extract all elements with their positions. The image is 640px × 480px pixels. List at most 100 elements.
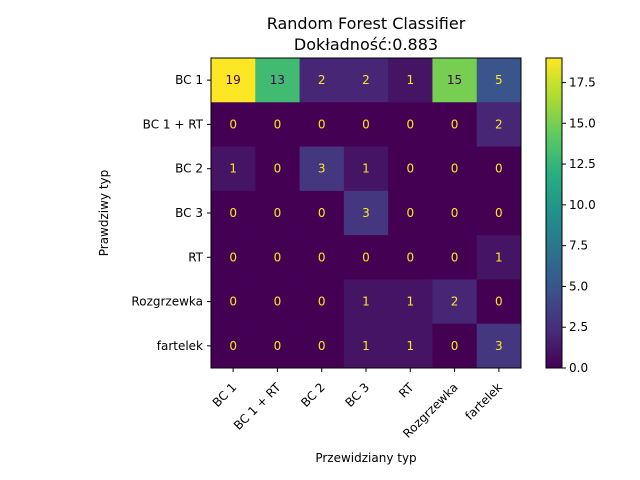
heatmap-cell-label: 0 (229, 295, 237, 309)
heatmap-cell (343, 279, 389, 325)
colorbar-tick-label: 0.0 (569, 361, 588, 375)
heatmap-cell (388, 190, 433, 236)
heatmap-cell-label: 2 (318, 73, 326, 87)
heatmap-cell (211, 146, 256, 192)
heatmap-cell-label: 0 (495, 295, 503, 309)
heatmap-cell-label: 0 (274, 162, 282, 176)
heatmap-cell-label: 0 (318, 117, 326, 131)
heatmap-cell-label: 0 (406, 162, 414, 176)
heatmap-cell (432, 58, 478, 103)
heatmap-cell-label: 0 (274, 206, 282, 220)
heatmap-cell-label: 0 (274, 339, 282, 353)
heatmap-cell (343, 323, 389, 369)
y-tick-label: fartelek (157, 339, 203, 353)
heatmap-cell-label: 1 (362, 295, 370, 309)
x-tick-label: fartelek (462, 380, 505, 423)
x-tick-label: BC 2 (298, 380, 328, 410)
heatmap-cell-label: 0 (229, 339, 237, 353)
heatmap-cell-label: 0 (495, 206, 503, 220)
heatmap-cell (388, 58, 433, 103)
heatmap-cell (211, 279, 256, 325)
heatmap-cell-label: 1 (406, 295, 414, 309)
heatmap-cell (211, 58, 256, 103)
heatmap-cell (255, 146, 301, 192)
heatmap-cell-label: 0 (318, 206, 326, 220)
heatmap-cell (343, 58, 389, 103)
heatmap-cell-label: 0 (229, 117, 237, 131)
heatmap-cell-label: 0 (274, 250, 282, 264)
heatmap-cell (388, 279, 433, 325)
colorbar-tick-label: 5.0 (569, 279, 588, 293)
y-tick-label: BC 1 + RT (143, 117, 204, 131)
heatmap-cell (476, 58, 522, 103)
colorbar-tick-label: 12.5 (569, 157, 596, 171)
heatmap-cell (432, 190, 478, 236)
y-tick-label: RT (188, 250, 203, 264)
heatmap-cell-label: 13 (270, 73, 285, 87)
y-tick-label: BC 3 (175, 206, 203, 220)
heatmap-cell-label: 5 (495, 73, 503, 87)
heatmap-cell (432, 279, 478, 325)
y-axis-ticks: BC 1 BC 1 + RT BC 2 BC 3 RT Rozgrzewka fartele… (131, 73, 211, 353)
heatmap-cell-label: 19 (226, 73, 241, 87)
heatmap-cell (343, 146, 389, 192)
heatmap-cell-label: 0 (229, 206, 237, 220)
heatmap-cell (476, 146, 522, 192)
heatmap-cell (476, 279, 522, 325)
heatmap-cell-label: 1 (362, 162, 370, 176)
heatmap-cell-label: 1 (406, 73, 414, 87)
heatmap-cell-label: 1 (406, 339, 414, 353)
heatmap-cell (432, 323, 478, 369)
x-tick-label: BC 1 (210, 380, 240, 410)
heatmap-cell (343, 235, 389, 280)
heatmap-cell (476, 235, 522, 280)
heatmap-cell (388, 146, 433, 192)
heatmap-cell-label: 0 (451, 339, 459, 353)
heatmap-cell (299, 102, 345, 148)
heatmap-cell (432, 146, 478, 192)
heatmap-cell (255, 190, 301, 236)
heatmap-cell (432, 235, 478, 280)
x-tick-label: BC 1 + RT (231, 380, 284, 433)
heatmap-cell (476, 323, 522, 369)
heatmap-cell-label: 3 (318, 162, 326, 176)
heatmap-cell-label: 15 (447, 73, 462, 87)
heatmap-cell (476, 102, 522, 148)
heatmap-cell-label: 0 (451, 162, 459, 176)
heatmap-cell-label: 0 (362, 250, 370, 264)
heatmap-cell (211, 102, 256, 148)
heatmap-cell (299, 58, 345, 103)
y-axis-label: Prawdziwy typ (97, 170, 111, 257)
y-tick-label: BC 2 (175, 162, 203, 176)
heatmap-cell-label: 0 (318, 250, 326, 264)
heatmap-cell (299, 279, 345, 325)
heatmap-cell-label: 0 (318, 295, 326, 309)
heatmap-cell-label: 1 (362, 339, 370, 353)
heatmap-cell (255, 102, 301, 148)
heatmap-cell (255, 235, 301, 280)
x-tick-label: BC 3 (343, 380, 373, 410)
heatmap-cell (255, 279, 301, 325)
heatmap-cell-labels: 19 13 2 2 1 15 50 0 0 0 0 0 21 0 3 1 0 0 00 0 0 3 0 0 00 0 0 0 0 0 10 0… (226, 73, 503, 353)
heatmap-cell-label: 0 (318, 339, 326, 353)
heatmap-cell-label: 3 (362, 206, 370, 220)
heatmap-cell (299, 323, 345, 369)
chart-subtitle: Dokładność:0.883 (294, 35, 438, 54)
colorbar-tick-label: 15.0 (569, 116, 596, 130)
chart-title: Random Forest Classifier (267, 14, 466, 33)
heatmap-cell-label: 0 (451, 250, 459, 264)
heatmap-cell (211, 190, 256, 236)
x-tick-label: RT (396, 380, 417, 401)
heatmap-cell (255, 323, 301, 369)
heatmap-cell-label: 2 (451, 295, 459, 309)
heatmap-cell (343, 102, 389, 148)
heatmap-cell-label: 2 (362, 73, 370, 87)
heatmap-cell (211, 235, 256, 280)
colorbar-tick-label: 17.5 (569, 75, 596, 89)
colorbar-tick-label: 2.5 (569, 320, 588, 334)
heatmap-cell-label: 3 (495, 339, 503, 353)
heatmap-cell-label: 0 (451, 206, 459, 220)
heatmap-cell (476, 190, 522, 236)
